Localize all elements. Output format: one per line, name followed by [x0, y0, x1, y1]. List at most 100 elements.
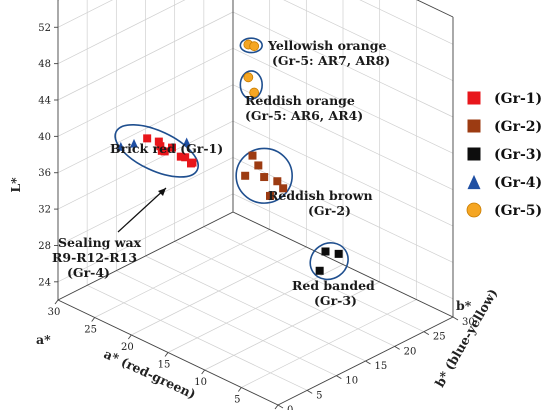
box-edge: [232, 211, 454, 318]
z-tick-label: 36: [38, 168, 51, 179]
data-point-gr1: [181, 153, 190, 162]
a-tick-label: 25: [84, 325, 97, 336]
b-corner-label: b*: [456, 298, 472, 313]
annotation-arrowhead: [158, 188, 166, 196]
data-point-gr2: [279, 184, 288, 193]
box-edge: [57, 211, 234, 301]
annotation-label: Red banded (Gr-3): [292, 278, 375, 308]
annotation-arrow: [117, 187, 167, 233]
legend-marker: [467, 147, 481, 161]
a-tick: [127, 334, 132, 340]
data-point-gr2: [241, 171, 250, 180]
data-point-gr3: [315, 266, 324, 275]
b-tick-label: 25: [433, 332, 446, 343]
b-tick-label: 5: [316, 390, 322, 401]
ellipse-brick-red: [114, 124, 199, 178]
data-point-gr4: [116, 141, 125, 151]
data-point-gr5: [243, 72, 254, 83]
a-axis-title: a* (red-green): [102, 346, 199, 402]
legend-label: (Gr-3): [494, 147, 542, 163]
grid-line: [145, 255, 366, 362]
data-point-gr5: [249, 87, 260, 98]
a-tick-label: 10: [194, 377, 207, 388]
axis-labels: 2428323640444852302520151050051015202530…: [8, 23, 500, 410]
grid-line: [116, 270, 337, 376]
z-axis-title: L*: [8, 177, 23, 193]
a-tick: [54, 299, 59, 305]
b-tick: [365, 360, 371, 365]
b-tick: [423, 331, 430, 336]
annotation-line: (Gr-4): [67, 265, 110, 280]
a-tick-label: 5: [234, 395, 240, 406]
z-tick-label: 52: [38, 23, 51, 34]
legend-marker: [467, 119, 481, 133]
chart-axes: [54, 0, 459, 410]
a-tick-label: 20: [121, 342, 134, 353]
legend-label: (Gr-5): [494, 203, 542, 219]
data-point-gr1: [154, 137, 163, 146]
cluster-ellipses: [114, 37, 349, 281]
data-point-gr3: [334, 249, 343, 258]
annotation-line: Reddish brown: [268, 188, 373, 203]
legend-label: (Gr-1): [494, 91, 542, 107]
data-point-gr2: [266, 191, 274, 200]
annotations: Yellowish orange (Gr-5: AR7, AR8) Reddish …: [52, 38, 390, 308]
annotation-line: (Gr-5: AR6, AR4): [245, 108, 363, 123]
b-tick-label: 0: [287, 405, 293, 410]
a-tick: [201, 369, 206, 375]
annotation-line: (Gr-2): [308, 203, 351, 218]
annotation-label: Reddish orange (Gr-5: AR6, AR4): [245, 93, 363, 123]
annotation-line: Brick red (Gr-1): [110, 141, 223, 156]
z-tick-label: 44: [38, 96, 51, 107]
grid-line: [174, 241, 395, 347]
data-point-gr1: [187, 159, 195, 168]
data-point-gr1: [143, 134, 152, 143]
ellipse-reddish-brown: [235, 147, 293, 204]
z-tick-label: 48: [38, 59, 51, 70]
z-tick-label: 28: [38, 241, 51, 252]
b-tick: [452, 316, 459, 321]
a-tick: [237, 387, 242, 392]
annotation-label: Brick red (Gr-1): [110, 141, 223, 156]
b-tick-label: 10: [345, 376, 358, 387]
data-point-gr4: [182, 137, 191, 147]
legend-marker: [467, 174, 481, 190]
data-point-gr1: [168, 143, 176, 152]
b-tick-label: 30: [462, 317, 475, 328]
b-tick-label: 15: [375, 361, 388, 372]
b-tick: [394, 345, 400, 350]
ellipse-reddish-orange: [239, 70, 263, 100]
data-point-gr5: [249, 41, 260, 52]
data-point-gr4: [130, 138, 138, 148]
data-point-gr3: [321, 247, 330, 256]
ellipse-red-banded: [309, 242, 349, 281]
annotation-line: (Gr-5: AR7, AR8): [272, 53, 390, 68]
legend: (Gr-1) (Gr-2) (Gr-3) (Gr-4) (Gr-5): [466, 91, 542, 219]
a-tick: [91, 317, 96, 322]
a-tick-label: 15: [158, 360, 171, 371]
z-tick-label: 32: [38, 205, 51, 216]
annotation-line: (Gr-3): [314, 293, 357, 308]
legend-label: (Gr-2): [494, 119, 542, 135]
annotation-line: Reddish orange: [245, 93, 355, 108]
legend-marker: [467, 91, 481, 105]
legend-marker: [466, 202, 482, 218]
annotation-line: Sealing wax: [58, 235, 142, 250]
annotation-line: R9-R12-R13: [52, 250, 137, 265]
z-tick-label: 24: [38, 277, 51, 288]
a-tick: [274, 404, 279, 410]
a-tick: [164, 352, 169, 357]
ellipse-yellowish-orange: [239, 37, 263, 54]
data-point-gr2: [254, 161, 263, 170]
b-tick-label: 20: [404, 346, 417, 357]
b-tick: [336, 375, 342, 380]
data-point-gr1: [156, 142, 165, 151]
data-point-gr2: [260, 173, 269, 182]
annotation-line: Yellowish orange: [267, 38, 386, 53]
b-tick: [306, 389, 313, 394]
grid-line: [87, 285, 308, 391]
data-point-gr1: [160, 147, 169, 156]
data-point-gr2: [248, 151, 257, 160]
grid-line: [203, 226, 424, 332]
